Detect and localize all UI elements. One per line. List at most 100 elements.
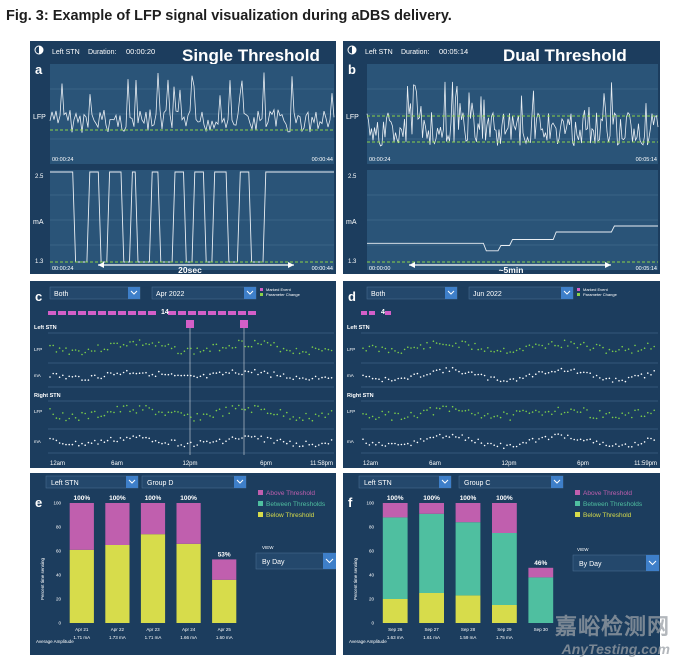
trend-dot (551, 370, 553, 373)
trend-dot (407, 346, 409, 348)
trend-dot (381, 410, 383, 413)
side-select[interactable]: Left STN (358, 475, 452, 489)
lfp-time-start: 00:00:24 (52, 157, 73, 163)
day-cell (148, 311, 156, 315)
trend-dot (519, 443, 521, 446)
trend-dot (429, 373, 431, 375)
trend-dot (605, 444, 607, 447)
group-select[interactable]: Group D (141, 475, 247, 489)
chevron-down-icon (325, 558, 334, 564)
trend-dot (126, 404, 128, 407)
bar-total-label: 53% (218, 551, 231, 558)
trend-dot (202, 413, 205, 415)
trend-dot (538, 438, 540, 440)
trend-dot (161, 345, 163, 347)
trend-dot (544, 372, 547, 375)
stacked-bar-chart: 0 20 40 60 80 100 100% Sep 26 1.63 mA 100% Sep 27 1… (366, 495, 554, 640)
right-lfp-label: LFP (34, 409, 42, 414)
trend-dot (583, 341, 585, 344)
month-select[interactable]: Apr 2022 (151, 286, 257, 300)
mode-title: Single Threshold (182, 46, 320, 65)
trend-dot (451, 433, 454, 436)
marked-event-swatch (577, 288, 580, 291)
trend-dot (170, 411, 173, 414)
trend-dot (579, 343, 582, 346)
legend-label: Below Threshold (583, 512, 632, 519)
trend-dot (68, 375, 70, 378)
trend-dot (467, 371, 470, 373)
lfp-trace (49, 72, 335, 133)
dropdown-button (551, 476, 563, 488)
category-label: Sep 26 (388, 627, 403, 632)
amplitude-value: 1.60 mA (216, 635, 233, 640)
trend-dot (311, 443, 314, 446)
trend-dot (445, 405, 447, 408)
hemisphere-select-value: Both (54, 291, 69, 298)
hemisphere-select-value: Both (371, 291, 386, 298)
bar-total-label: 100% (109, 495, 126, 502)
trend-dot (68, 417, 70, 420)
trend-dot (647, 411, 649, 414)
trend-dot (292, 378, 295, 381)
side-select[interactable]: Left STN (45, 475, 139, 489)
duration-label: Duration: (401, 49, 429, 56)
trend-dot (302, 377, 304, 379)
trend-dot (62, 443, 64, 445)
group-select[interactable]: Group C (458, 475, 564, 489)
trend-dot (483, 414, 486, 417)
trend-dot (58, 442, 61, 444)
trend-dot (419, 412, 422, 415)
trend-dot (308, 417, 311, 420)
trend-dot (167, 411, 170, 413)
trend-dot (106, 411, 109, 413)
trend-dot (74, 349, 77, 351)
trend-dot (631, 352, 633, 354)
view-select[interactable]: By Day (572, 554, 660, 572)
chevron-down-icon (236, 479, 244, 484)
trend-dot (276, 413, 278, 416)
trend-dot (615, 377, 617, 380)
trend-dot (480, 373, 483, 376)
hemisphere-select[interactable]: Both (49, 286, 141, 300)
trend-dot (554, 344, 556, 347)
trend-dot (407, 442, 409, 445)
hemisphere-select[interactable]: Both (366, 286, 458, 300)
trend-dot (90, 442, 93, 444)
trend-dot (212, 343, 214, 346)
view-select[interactable]: By Day (255, 552, 336, 570)
trend-dot (509, 378, 511, 380)
trend-dot (330, 439, 333, 441)
trend-dot (503, 411, 505, 413)
trend-dot (458, 409, 460, 412)
trend-dot (410, 444, 412, 447)
trend-dot (391, 347, 393, 350)
trend-dot (196, 347, 198, 349)
trend-dot (266, 372, 269, 374)
trend-dot (180, 412, 182, 414)
trend-dot (458, 436, 460, 439)
trend-dot (368, 416, 371, 419)
lfp-time-end: 00:05:14 (636, 157, 657, 163)
trend-dot (58, 376, 61, 378)
trend-dot (142, 344, 144, 346)
trend-dot (164, 373, 166, 376)
trend-dot (387, 442, 390, 445)
trend-dot (570, 408, 572, 410)
trend-dot (439, 407, 441, 410)
trend-dot (375, 377, 377, 380)
trend-dot (206, 347, 208, 350)
trend-dot (515, 410, 518, 412)
trend-dot (154, 375, 157, 378)
trend-dot (122, 371, 125, 374)
trend-dot (71, 349, 74, 351)
trend-dot (250, 436, 253, 438)
trend-dot (592, 347, 595, 350)
month-select[interactable]: Jun 2022 (468, 286, 574, 300)
trend-dot (129, 410, 131, 413)
right-ma-label: mA (347, 439, 354, 444)
trend-dot (97, 344, 99, 346)
trend-dot (499, 442, 502, 445)
bar-segment (455, 595, 481, 623)
x-tick-2: 6am (429, 461, 441, 467)
trend-dot (448, 370, 451, 373)
